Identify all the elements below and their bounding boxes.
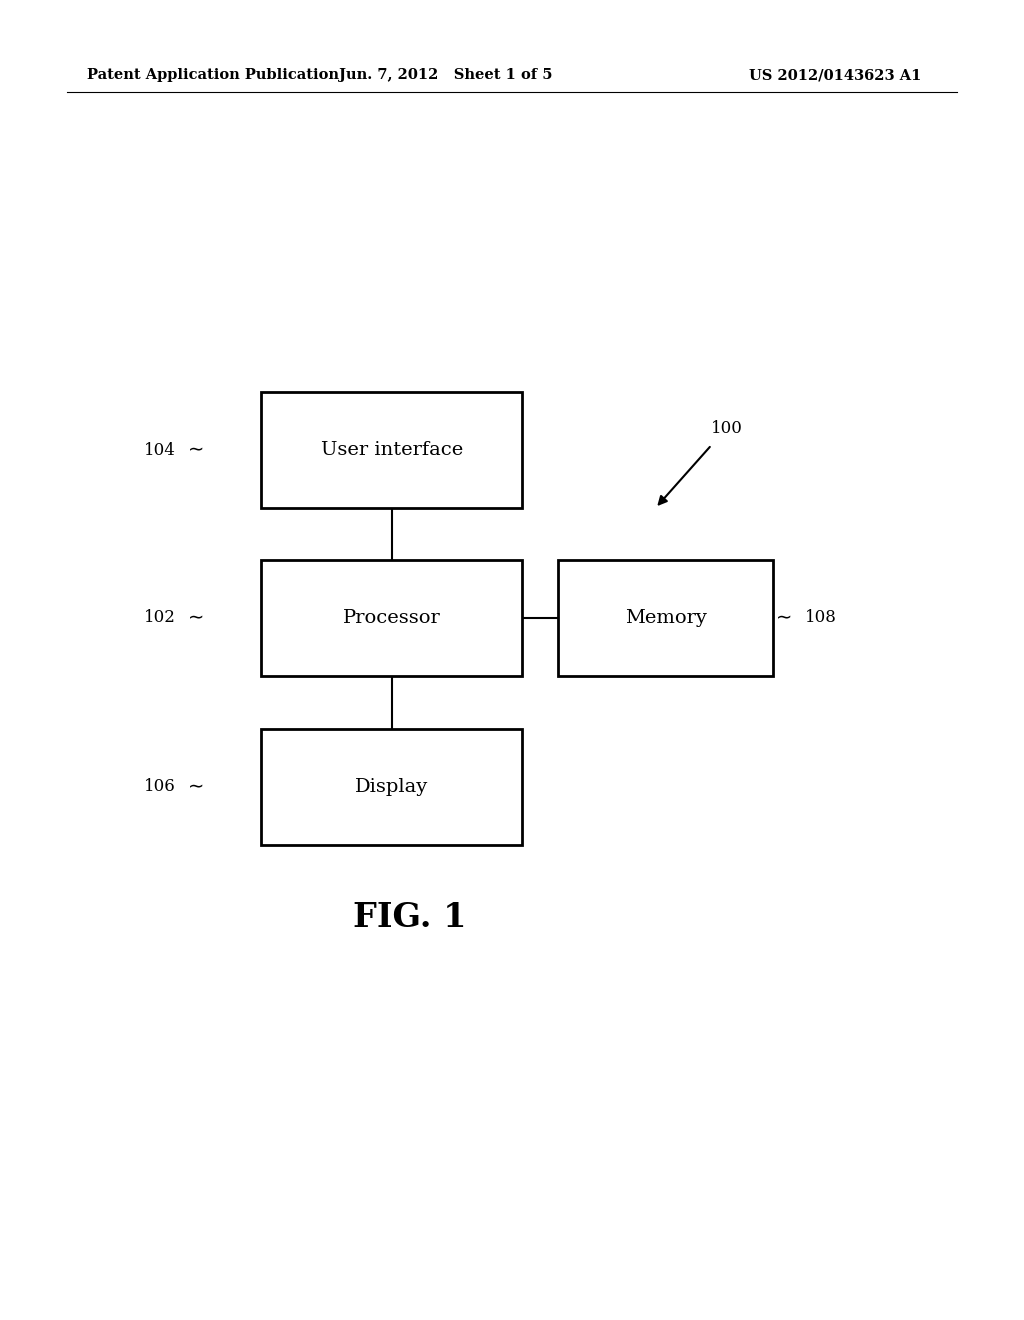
Text: ∼: ∼ <box>188 441 205 459</box>
Bar <box>261 392 522 508</box>
Text: US 2012/0143623 A1: US 2012/0143623 A1 <box>750 69 922 82</box>
Bar <box>261 560 522 676</box>
Bar <box>261 729 522 845</box>
Text: 104: 104 <box>144 442 176 458</box>
Text: ∼: ∼ <box>188 609 205 627</box>
Text: Patent Application Publication: Patent Application Publication <box>87 69 339 82</box>
Text: 100: 100 <box>711 421 743 437</box>
Text: 102: 102 <box>144 610 176 626</box>
Text: FIG. 1: FIG. 1 <box>353 902 466 935</box>
Text: Display: Display <box>355 777 428 796</box>
Text: User interface: User interface <box>321 441 463 459</box>
Text: Processor: Processor <box>343 609 440 627</box>
Text: Memory: Memory <box>625 609 707 627</box>
Text: ∼: ∼ <box>188 777 205 796</box>
Text: 106: 106 <box>144 779 176 795</box>
Bar <box>558 560 773 676</box>
Text: ∼: ∼ <box>776 609 793 627</box>
Text: Jun. 7, 2012   Sheet 1 of 5: Jun. 7, 2012 Sheet 1 of 5 <box>339 69 552 82</box>
Text: 108: 108 <box>805 610 837 626</box>
